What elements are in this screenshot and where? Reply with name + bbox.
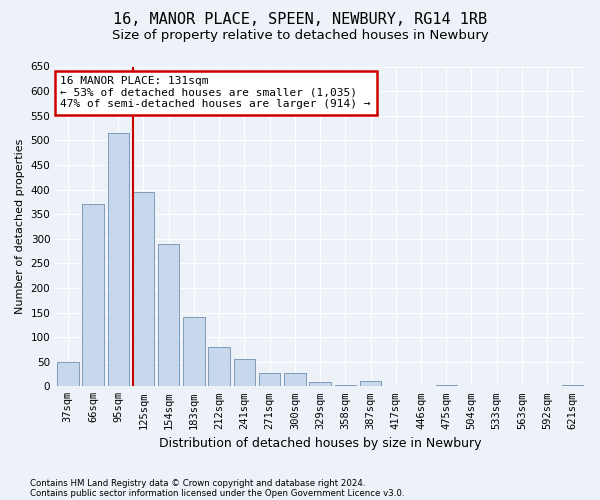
Bar bbox=[360, 382, 381, 386]
Text: Contains public sector information licensed under the Open Government Licence v3: Contains public sector information licen… bbox=[30, 488, 404, 498]
Text: 16, MANOR PLACE, SPEEN, NEWBURY, RG14 1RB: 16, MANOR PLACE, SPEEN, NEWBURY, RG14 1R… bbox=[113, 12, 487, 28]
Bar bbox=[208, 347, 230, 387]
Bar bbox=[183, 318, 205, 386]
Text: Contains HM Land Registry data © Crown copyright and database right 2024.: Contains HM Land Registry data © Crown c… bbox=[30, 478, 365, 488]
Text: Size of property relative to detached houses in Newbury: Size of property relative to detached ho… bbox=[112, 29, 488, 42]
Bar bbox=[107, 133, 129, 386]
Bar bbox=[259, 372, 280, 386]
Bar bbox=[310, 382, 331, 386]
Bar bbox=[335, 385, 356, 386]
Text: 16 MANOR PLACE: 131sqm
← 53% of detached houses are smaller (1,035)
47% of semi-: 16 MANOR PLACE: 131sqm ← 53% of detached… bbox=[61, 76, 371, 110]
Bar bbox=[82, 204, 104, 386]
Bar bbox=[158, 244, 179, 386]
Y-axis label: Number of detached properties: Number of detached properties bbox=[15, 138, 25, 314]
Bar bbox=[133, 192, 154, 386]
X-axis label: Distribution of detached houses by size in Newbury: Distribution of detached houses by size … bbox=[159, 437, 481, 450]
Bar bbox=[57, 362, 79, 386]
Bar bbox=[284, 372, 305, 386]
Bar bbox=[233, 359, 255, 386]
